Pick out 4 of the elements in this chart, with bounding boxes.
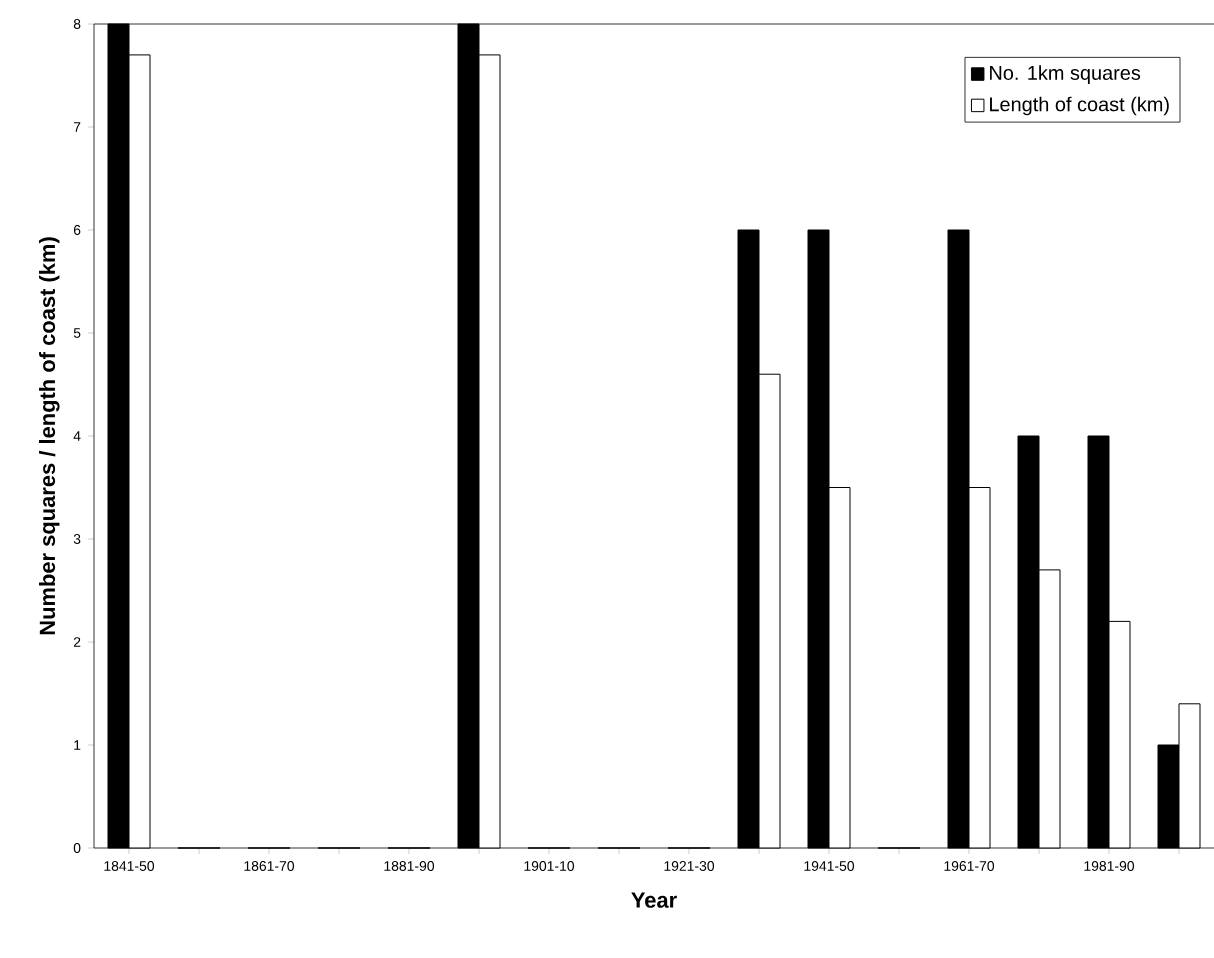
legend-label: Length of coast (km)	[990, 96, 1169, 116]
y-axis-title: Number squares / length of coast (km)	[39, 237, 60, 635]
x-axis-title: Year	[631, 892, 677, 908]
legend-label: No. 1km squares	[990, 65, 1141, 84]
